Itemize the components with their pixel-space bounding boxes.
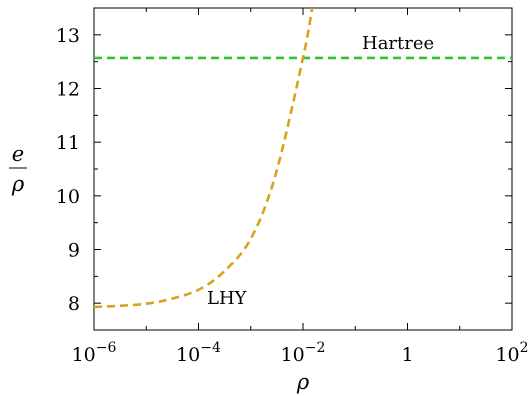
lhy-curve (94, 8, 314, 309)
y-tick-label: 9 (68, 240, 80, 262)
x-tick-label: 10−4 (176, 340, 221, 366)
x-tick-exponent: −4 (200, 340, 221, 356)
y-tick-label: 8 (68, 293, 80, 315)
y-axis: 8 9 10 11 12 13 (56, 7, 512, 331)
svg-text:1: 1 (401, 344, 413, 366)
x-tick-base: 10 (176, 344, 200, 366)
x-tick-label: 10−6 (72, 340, 117, 366)
x-tick-label: 10−2 (281, 340, 326, 366)
x-tick-base: 10 (72, 344, 96, 366)
x-axis-label: ρ (296, 370, 310, 394)
y-axis-label-denominator: ρ (11, 172, 25, 196)
y-tick-label: 10 (56, 186, 80, 208)
svg-text:102: 102 (495, 340, 528, 366)
y-axis-label: e ρ (9, 142, 27, 196)
x-tick-base: 1 (401, 344, 413, 366)
y-tick-label: 11 (56, 132, 80, 154)
svg-text:10−6: 10−6 (72, 340, 117, 366)
x-tick-exponent: −2 (305, 340, 326, 356)
y-tick-label: 13 (56, 25, 80, 47)
x-tick-base: 10 (495, 344, 519, 366)
x-axis: 10−6 10−4 10−2 1 102 (72, 8, 529, 366)
x-tick-exponent: −6 (96, 340, 117, 356)
x-tick-label: 102 (495, 340, 528, 366)
x-tick-base: 10 (281, 344, 305, 366)
svg-text:10−4: 10−4 (176, 340, 221, 366)
lhy-series-label: LHY (207, 288, 248, 309)
hartree-series-label: Hartree (362, 33, 434, 54)
x-tick-label: 1 (401, 344, 413, 366)
y-axis-label-numerator: e (12, 142, 24, 166)
x-tick-exponent: 2 (520, 340, 529, 356)
series-lines (94, 8, 512, 309)
svg-text:10−2: 10−2 (281, 340, 326, 366)
y-tick-label: 12 (56, 79, 80, 101)
